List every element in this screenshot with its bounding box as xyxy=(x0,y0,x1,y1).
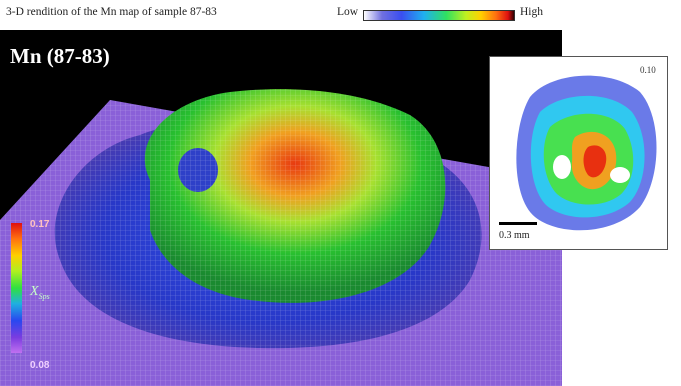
main-3d-panel: Mn (87-83) 0.17 XSps 0.08 xyxy=(0,30,562,386)
legend-symbol: XSps xyxy=(30,284,50,301)
surface-render xyxy=(0,89,562,386)
legend-min-value: 0.08 xyxy=(30,360,50,371)
inset-value-label: 0.10 xyxy=(640,65,656,75)
colorbar-high-label: High xyxy=(520,6,543,18)
colorbar-low-label: Low xyxy=(337,6,359,18)
value-legend-bar xyxy=(11,223,22,353)
scale-bar xyxy=(499,222,537,225)
legend-symbol-main: X xyxy=(30,284,39,299)
sample-label: Mn (87-83) xyxy=(10,44,110,68)
inset-map: 0.10 0.3 mm xyxy=(489,56,668,250)
scale-label: 0.3 mm xyxy=(499,230,530,241)
header-caption: 3-D rendition of the Mn map of sample 87… xyxy=(6,6,217,18)
top-colorbar xyxy=(363,10,515,21)
legend-max-value: 0.17 xyxy=(30,219,50,230)
legend-symbol-subscript: Sps xyxy=(38,291,50,301)
inset-2d-map xyxy=(516,75,657,231)
